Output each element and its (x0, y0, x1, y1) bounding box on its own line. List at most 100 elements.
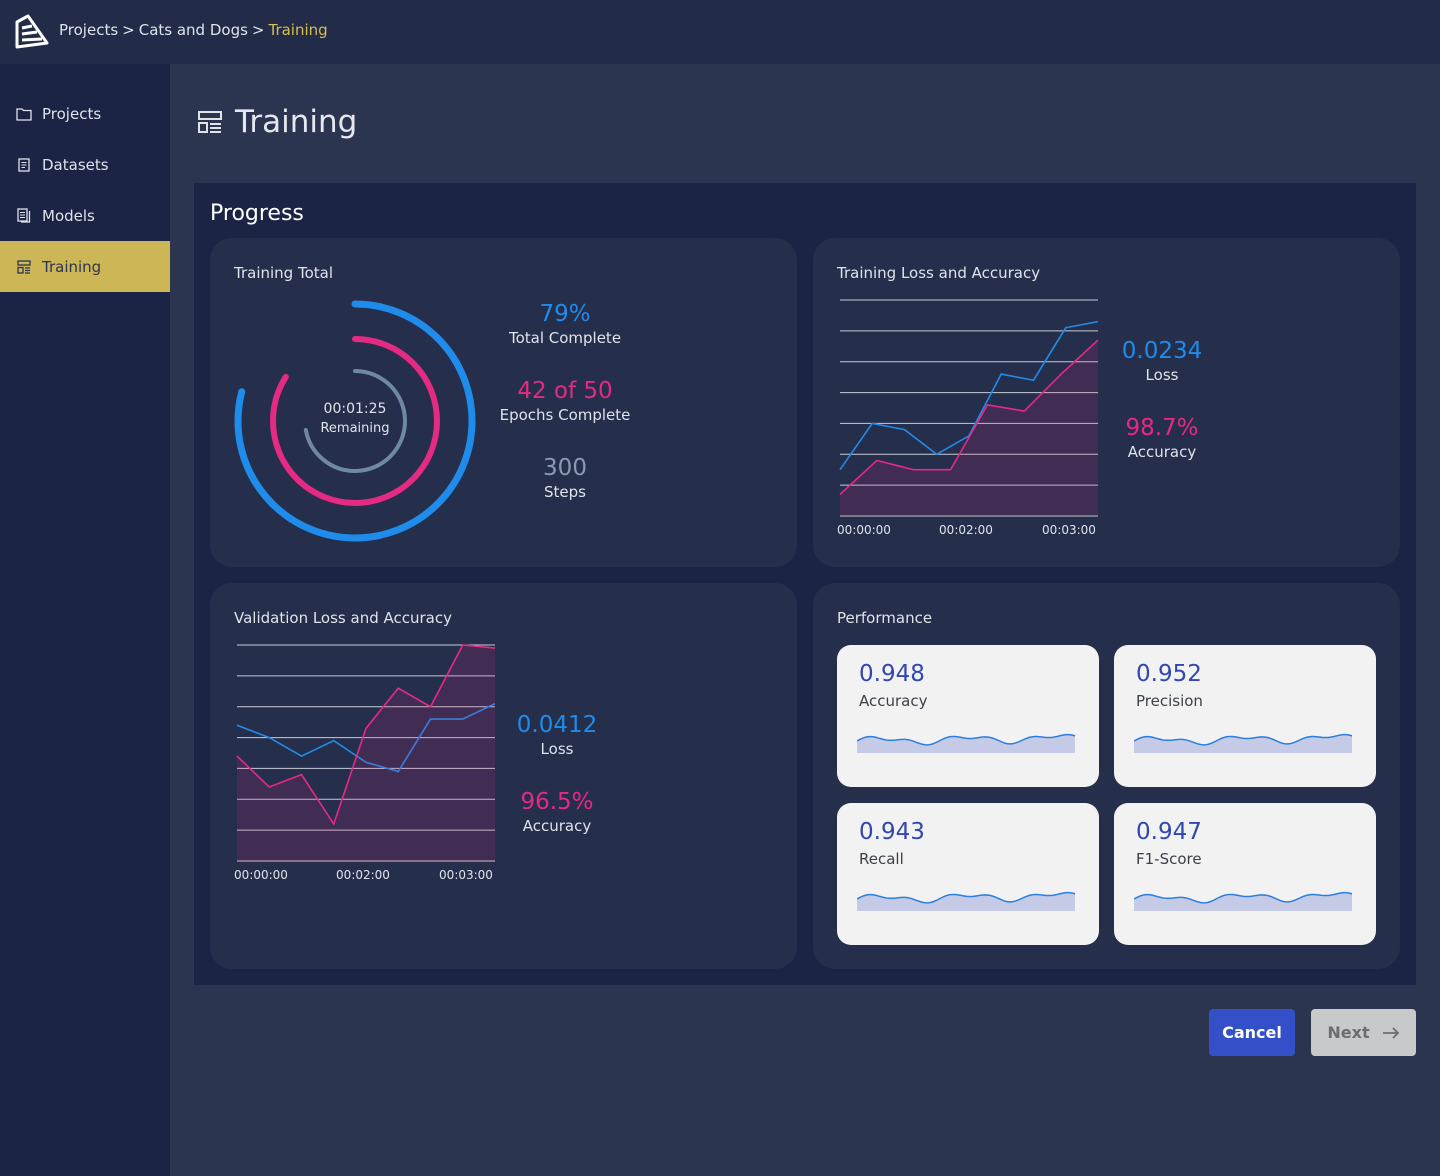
timer-label: Remaining (320, 421, 390, 436)
timer: 00:01:25 Remaining (305, 401, 405, 436)
sparkline (1134, 733, 1353, 753)
folder-icon (16, 106, 32, 122)
metric-label: Precision (1136, 692, 1203, 710)
remaining-ring (303, 369, 407, 473)
stat-label: Loss (1145, 366, 1179, 384)
sidebar-item-models[interactable]: Models (0, 190, 170, 241)
x-tick-label: 00:03:00 (439, 868, 493, 882)
stat-value: 96.5% (520, 789, 594, 815)
validation-loss-accuracy-chart: 00:00:00 00:02:00 00:03:00 (234, 644, 496, 882)
breadcrumb-separator: > (122, 21, 135, 39)
stat-value: 300 (543, 455, 587, 481)
breadcrumb: Projects > Cats and Dogs > Training (59, 21, 328, 39)
stat-label: Total Complete (508, 329, 622, 347)
sidebar-item-training[interactable]: Training (0, 241, 170, 292)
sparkline (1134, 891, 1353, 911)
document-icon (16, 157, 32, 173)
cancel-button-label: Cancel (1222, 1023, 1282, 1042)
sidebar: Projects Datasets Models Training (0, 64, 170, 1176)
app-logo-icon[interactable] (14, 14, 50, 50)
sidebar-item-label: Projects (42, 104, 102, 123)
metric-card-accuracy: 0.948 Accuracy (837, 645, 1099, 787)
metric-card-f1-score: 0.947 F1-Score (1114, 803, 1376, 945)
x-tick-label: 00:00:00 (837, 523, 891, 537)
training-loss-accuracy-chart: 00:00:00 00:02:00 00:03:00 (837, 299, 1099, 537)
documents-icon (16, 208, 32, 224)
training-accuracy-stat: 98.7% Accuracy (1062, 415, 1262, 461)
sidebar-item-label: Models (42, 206, 95, 225)
x-tick-label: 00:00:00 (234, 868, 288, 882)
metric-value: 0.943 (859, 819, 925, 845)
validation-chart-card: Validation Loss and Accuracy 00:00:00 00:… (210, 583, 797, 969)
sparkline (857, 891, 1076, 911)
next-button[interactable]: Next (1311, 1009, 1416, 1056)
top-bar: Projects > Cats and Dogs > Training (0, 0, 1440, 64)
breadcrumb-training: Training (268, 21, 328, 39)
metric-value: 0.952 (1136, 661, 1202, 687)
metric-card-precision: 0.952 Precision (1114, 645, 1376, 787)
card-title: Validation Loss and Accuracy (234, 609, 452, 627)
epochs-ring (270, 336, 440, 506)
sparkline-line (857, 891, 1076, 904)
accuracy-area (840, 340, 1098, 516)
breadcrumb-projects[interactable]: Projects (59, 21, 119, 39)
arrow-right-icon (1382, 1026, 1399, 1039)
sparkline-area (1134, 734, 1352, 753)
metric-value: 0.948 (859, 661, 925, 687)
progress-panel: Progress Training Total 00:01:25 Remaini… (194, 183, 1416, 985)
sidebar-item-label: Training (42, 257, 102, 276)
card-title: Training Total (234, 264, 333, 282)
panel-title: Progress (210, 201, 304, 226)
accuracy-area (237, 645, 495, 861)
metric-value: 0.947 (1136, 819, 1202, 845)
x-tick-label: 00:02:00 (939, 523, 993, 537)
loss-line (236, 702, 496, 773)
metric-label: Accuracy (859, 692, 928, 710)
x-tick-label: 00:02:00 (336, 868, 390, 882)
sparkline-area (1134, 892, 1352, 911)
card-title: Training Loss and Accuracy (837, 264, 1041, 282)
sparkline-line (1134, 891, 1353, 904)
timer-value: 00:01:25 (323, 401, 387, 417)
stat-value: 79% (539, 301, 591, 327)
training-loss-stat: 0.0234 Loss (1062, 338, 1262, 384)
metric-label: Recall (859, 850, 904, 868)
steps-stat: 300 Steps (465, 455, 665, 501)
training-chart-card: Training Loss and Accuracy 00:00:00 00:02… (813, 238, 1400, 567)
sparkline-area (857, 734, 1075, 753)
breadcrumb-cats-and-dogs[interactable]: Cats and Dogs (138, 21, 248, 39)
progress-rings (234, 300, 476, 542)
total-complete-stat: 79% Total Complete (465, 301, 665, 347)
next-button-label: Next (1327, 1023, 1370, 1042)
dashboard-icon (198, 111, 222, 133)
sparkline (857, 733, 1076, 753)
page-title: Training (235, 104, 358, 140)
stat-value: 0.0412 (516, 712, 598, 738)
x-tick-label: 00:03:00 (1042, 523, 1096, 537)
stat-value: 42 of 50 (517, 378, 613, 404)
sidebar-item-label: Datasets (42, 155, 109, 174)
accuracy-line (236, 644, 496, 826)
stat-value: 98.7% (1125, 415, 1199, 441)
training-total-card: Training Total 00:01:25 Remaining 79% To… (210, 238, 797, 567)
cancel-button[interactable]: Cancel (1209, 1009, 1295, 1056)
sparkline-line (857, 733, 1076, 746)
stat-label: Accuracy (522, 817, 592, 835)
epochs-complete-stat: 42 of 50 Epochs Complete (465, 378, 665, 424)
metric-card-recall: 0.943 Recall (837, 803, 1099, 945)
stat-value: 0.0234 (1121, 338, 1203, 364)
stat-label: Steps (544, 483, 586, 501)
stat-label: Epochs Complete (499, 406, 631, 424)
metric-label: F1-Score (1136, 850, 1202, 868)
accuracy-line (839, 339, 1099, 495)
card-title: Performance (837, 609, 933, 627)
total-ring (234, 300, 476, 542)
breadcrumb-separator: > (251, 21, 265, 39)
stat-label: Accuracy (1127, 443, 1197, 461)
dashboard-icon (16, 259, 32, 275)
sidebar-item-datasets[interactable]: Datasets (0, 139, 170, 190)
sparkline-area (857, 892, 1075, 911)
stat-label: Loss (540, 740, 574, 758)
performance-card: Performance 0.948 Accuracy 0.952 Precisi… (813, 583, 1400, 969)
sidebar-item-projects[interactable]: Projects (0, 88, 170, 139)
